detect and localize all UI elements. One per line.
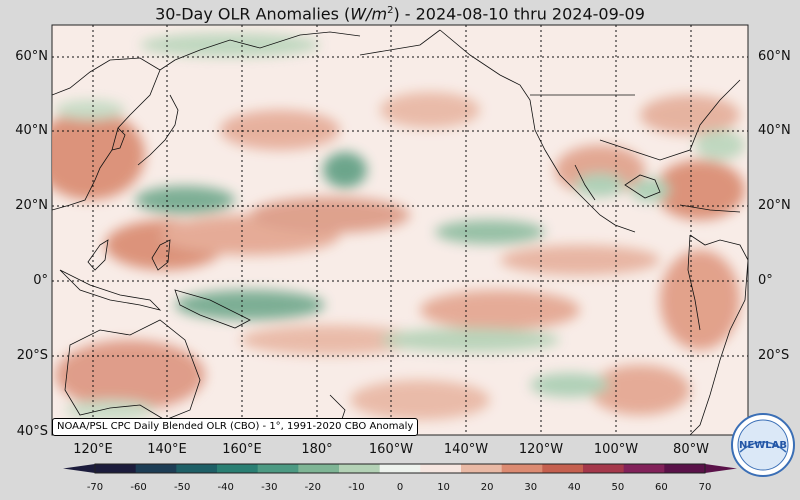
lat-label-40s: 40°S <box>16 424 48 439</box>
colorbar-segment <box>583 464 625 473</box>
colorbar-segment <box>217 464 259 473</box>
colorbar-segment <box>623 464 665 473</box>
lat-label-20n-right: 20°N <box>758 198 791 213</box>
newlab-logo-icon: NEWLAB <box>731 413 795 477</box>
lon-label-100w: 100°W <box>593 442 639 457</box>
lat-label-60n-right: 60°N <box>758 49 791 64</box>
lat-label-0-right: 0° <box>758 273 773 288</box>
colorbar-tick-label: 40 <box>567 482 581 493</box>
colorbar-tick-label: 70 <box>698 482 712 493</box>
colorbar-tick-label: 30 <box>524 482 538 493</box>
colorbar-segment <box>461 464 503 473</box>
colorbar-segment <box>339 464 381 473</box>
lat-label-60n: 60°N <box>15 49 48 64</box>
colorbar-segment <box>135 464 177 473</box>
colorbar-segment <box>257 464 299 473</box>
data-source-note: NOAA/PSL CPC Daily Blended OLR (CBO) - 1… <box>52 418 419 436</box>
colorbar-segment <box>176 464 218 473</box>
colorbar-segment <box>542 464 584 473</box>
lat-label-20n: 20°N <box>15 198 48 213</box>
colorbar-segment <box>298 464 340 473</box>
lat-label-40n: 40°N <box>15 123 48 138</box>
lon-label-160w: 160°W <box>368 442 414 457</box>
colorbar-segment <box>664 464 706 473</box>
lon-label-140w: 140°W <box>443 442 489 457</box>
colorbar-outline <box>94 463 706 474</box>
lon-label-120w: 120°W <box>518 442 564 457</box>
colorbar-tick-label: -60 <box>130 482 147 493</box>
colorbar-tick-label: -70 <box>86 482 104 493</box>
lat-label-20s-right: 20°S <box>758 348 790 363</box>
colorbar-max-arrow <box>705 464 737 473</box>
lon-label-180: 180° <box>301 442 333 457</box>
colorbar-min-arrow <box>63 464 95 473</box>
lon-label-160e: 160°E <box>222 442 262 457</box>
colorbar-tick-label: 50 <box>611 482 625 493</box>
colorbar-tick-label: 60 <box>655 482 668 493</box>
colorbar-tick-label: -50 <box>173 482 191 493</box>
lat-label-20s: 20°S <box>16 348 48 363</box>
anomaly-field <box>52 33 745 420</box>
coastlines <box>52 29 748 435</box>
lon-label-120e: 120°E <box>73 442 113 457</box>
colorbar-segment <box>379 464 421 473</box>
colorbar-tick-label: 0 <box>396 482 404 493</box>
colorbar-tick-label: 10 <box>437 482 450 493</box>
lon-label-140e: 140°E <box>147 442 187 457</box>
logo-text: NEWLAB <box>739 440 787 451</box>
colorbar-tick-label: -30 <box>261 482 278 493</box>
colorbar-segment <box>95 464 137 473</box>
colorbar <box>63 463 737 474</box>
colorbar-segment <box>420 464 462 473</box>
lat-label-0: 0° <box>33 273 48 288</box>
colorbar-tick-label: -10 <box>348 482 365 493</box>
colorbar-tick-label: -40 <box>217 482 234 493</box>
colorbar-tick-label: 20 <box>480 482 494 493</box>
colorbar-tick-label: -20 <box>304 482 322 493</box>
lon-label-80w: 80°W <box>673 442 709 457</box>
colorbar-segment <box>501 464 543 473</box>
graticule <box>52 25 748 435</box>
map-title: 30-Day OLR Anomalies (W/m2) - 2024-08-10… <box>155 4 645 24</box>
lat-label-40n-right: 40°N <box>758 123 791 138</box>
